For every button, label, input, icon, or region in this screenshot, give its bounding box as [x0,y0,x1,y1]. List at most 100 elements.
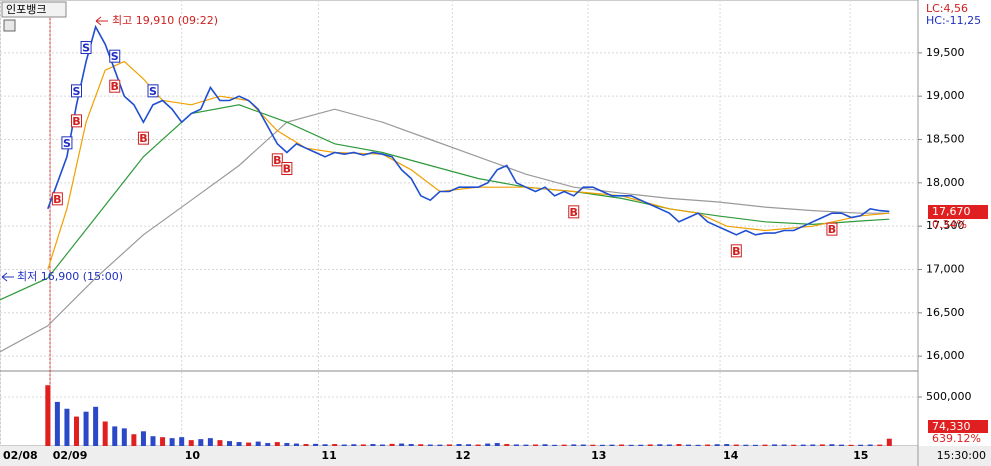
volume-bar [332,444,338,446]
volume-bar [590,444,596,446]
signal-box [147,84,159,98]
volume-bar [188,440,194,446]
volume-bar [839,444,844,446]
volume-bar [886,438,892,446]
x-tick-label: 15 [853,449,868,462]
volume-bar [169,438,175,446]
volume-bar [705,444,711,446]
volume-bar [408,444,414,446]
signal-label: S [82,42,90,55]
x-tick-label: 02/08 [3,449,38,462]
volume-bar [446,444,452,446]
x-axis-band [0,446,991,466]
y-tick-label: 19,500 [926,46,965,59]
signal-box [109,79,121,93]
signal-box [109,49,121,63]
volume-bar [418,444,424,446]
volume-bar [93,406,99,446]
last-price: 17,670 [932,205,971,218]
y-tick-label: 19,000 [926,89,965,102]
low-annotation: 최저 16,900 (15:00) [17,270,123,283]
volume-bar [580,444,586,446]
y-tick-label: 16,500 [926,306,965,319]
volume-bar [64,408,70,446]
volume-bar [695,444,701,446]
volume-bar [236,442,242,446]
high-annotation: 최고 19,910 (09:22) [112,14,218,27]
line-series [0,104,890,301]
volume-bar [772,444,778,446]
low-arrow [1,272,14,282]
volume-bar [858,444,864,446]
signal-box [71,114,82,128]
volume-bar [523,444,529,446]
volume-bar [724,444,730,446]
volume-bar [571,444,577,446]
volume-bar [599,444,605,446]
volume-bar [533,444,538,446]
volume-bar [647,444,653,446]
signal-box [51,192,63,206]
signal-label: B [273,154,281,167]
signal-label: B [53,193,61,206]
price-change: 0.34% [932,218,967,231]
signal-label: B [111,80,119,93]
volume-change: 639.12% [932,432,981,445]
volume-bar [456,444,462,446]
signal-box [71,84,82,98]
volume-bar [293,443,299,446]
y-tick-label: 17,500 [926,219,965,232]
signal-label: B [828,223,836,236]
volume-bar [638,444,644,446]
volume-bar [552,444,558,446]
volume-bar [466,444,472,446]
signal-label: B [570,206,578,219]
signal-label: S [149,85,157,98]
stock-name: 인포뱅크 [6,3,46,16]
volume-bar [810,444,816,446]
signal-box [568,205,580,219]
lc-label: LC:4,56 [926,2,968,15]
signal-box [137,131,149,145]
time-label: 15:30:00 [937,449,986,462]
x-tick-label: 12 [455,449,470,462]
volume-bar [475,444,481,446]
volume-bar [877,444,883,446]
volume-bar [686,444,691,446]
volume-bar [360,444,366,446]
volume-bar [265,443,271,446]
volume-bar [207,438,213,446]
volume-bar [83,411,89,446]
volume-bar [619,444,625,446]
table-icon[interactable] [3,19,16,32]
volume-bar [628,444,634,446]
volume-bar [54,401,60,446]
volume-bar [676,444,682,446]
hc-label: HC:-11,25 [926,14,981,27]
y-tick-label: 17,000 [926,262,965,275]
volume-bar [437,444,443,446]
volume-bar [102,421,108,446]
volume-bar [351,444,357,446]
volume-bar [341,444,347,446]
y-tick-label: 16,000 [926,349,965,362]
signal-label: B [732,245,740,258]
labels: 16,000 16,500 17,000 17,500 18,000 18,500 19,0… [3,42,972,462]
volume-bar [121,428,127,446]
volume-bar [274,442,280,446]
volume-bar [733,444,739,446]
volume-bar [542,444,548,446]
volume-bar [160,437,166,446]
x-tick-label: 13 [591,449,606,462]
volume-bar [179,437,185,446]
signal-label: B [72,115,80,128]
volume-bar [657,444,663,446]
high-arrow [95,16,108,26]
volume-bar [284,443,290,446]
signal-label: B [283,163,291,176]
volume-bar [494,443,500,446]
signal-box [271,153,283,167]
signal-label: B [139,132,147,145]
volume-bar [45,385,51,446]
